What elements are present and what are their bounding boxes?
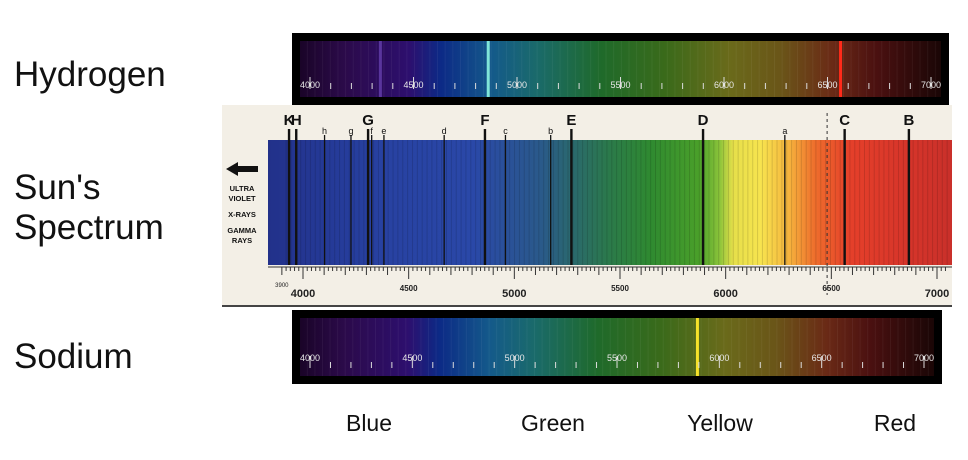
fraunhofer-label: D [698,112,709,129]
fraunhofer-label: g [348,126,353,136]
left-arrow-icon [226,162,258,176]
sodium-label: Sodium [14,337,133,376]
sun-side-label: RAYS [232,236,252,245]
sun-side-label: GAMMA [227,226,257,235]
tick-label: 7000 [914,353,934,363]
fraunhofer-label: e [381,126,386,136]
hydrogen-spectrum: 4000 4500 5000 5500 6000 6500 7000 [292,33,949,105]
tick-label: 4500 [403,80,423,90]
fraunhofer-label: f [370,126,373,136]
tick-label: 6500 [817,80,837,90]
sun-tick-label: 4000 [291,288,315,300]
fraunhofer-label: B [903,112,914,129]
color-label-blue: Blue [345,410,393,436]
fraunhofer-label: c [503,126,508,136]
sun-side-label: VIOLET [228,194,256,203]
sun-tick-label: 5000 [502,288,526,300]
sun-start-tick: 3900 [275,283,289,289]
divider-line [222,305,952,307]
sodium-spectrum: 4000 4500 5000 5500 6000 6500 7000 [292,310,942,384]
fraunhofer-label: E [566,112,576,129]
sun-spectrum-label: Sun's Spectrum [14,168,164,247]
fraunhofer-label: F [480,112,489,129]
color-label-yellow: Yellow [687,410,753,436]
fraunhofer-label: K [284,112,295,129]
tick-label: 5000 [507,80,527,90]
tick-label: 6000 [714,80,734,90]
sun-tick-label: 4500 [400,284,418,293]
tick-label: 5000 [505,353,525,363]
sun-tick-label: 6000 [713,288,737,300]
fraunhofer-label: d [442,126,447,136]
color-label-red: Red [873,410,917,436]
fraunhofer-label: b [548,126,553,136]
tick-label: 4000 [300,80,320,90]
hydrogen-label: Hydrogen [14,55,166,94]
tick-label: 6000 [709,353,729,363]
tick-label: 6500 [812,353,832,363]
tick-label: 4500 [402,353,422,363]
sun-side-label: ULTRA [230,184,255,193]
fraunhofer-label: h [322,126,327,136]
tick-label: 4000 [300,353,320,363]
color-label-green: Green [521,410,585,436]
sun-tick-label: 6500 [822,284,840,293]
sun-tick-label: 5500 [611,284,629,293]
fraunhofer-label: C [839,112,850,129]
fraunhofer-label: G [362,112,374,129]
tick-label: 7000 [921,80,941,90]
tick-label: 5500 [610,80,630,90]
sun-side-label: X-RAYS [228,210,256,219]
fraunhofer-label: H [291,112,302,129]
tick-label: 5500 [607,353,627,363]
fraunhofer-label: a [782,126,787,136]
sun-tick-label: 7000 [925,288,949,300]
